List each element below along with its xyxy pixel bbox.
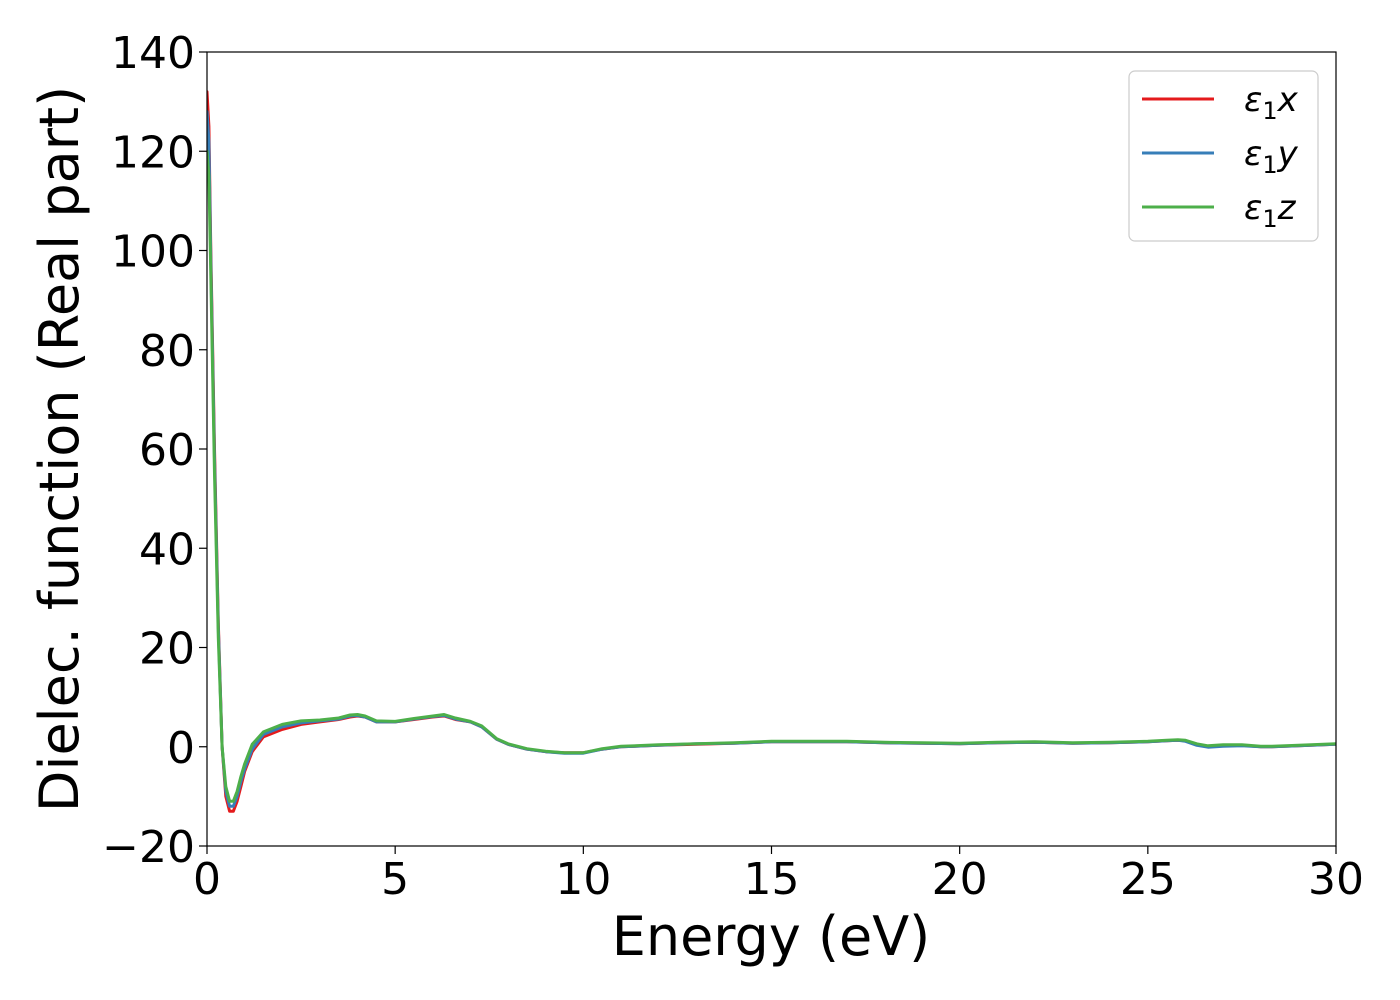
x-tick-label: 0: [193, 854, 221, 905]
x-tick-label: 25: [1120, 854, 1176, 905]
x-tick-label: 10: [555, 854, 611, 905]
legend-label-x: ε1x: [1244, 80, 1299, 125]
y-tick-label: 100: [111, 227, 195, 278]
y-tick-label: 60: [139, 425, 195, 476]
y-tick-label: 140: [111, 28, 195, 79]
x-tick-label: 15: [744, 854, 800, 905]
legend-box: [1128, 70, 1319, 242]
x-tick-label: 5: [381, 854, 409, 905]
legend: ε1x ε1y ε1z: [1128, 70, 1319, 242]
legend-label-z: ε1z: [1244, 188, 1297, 233]
y-axis-ticks: −20 0 20 40 60 80 100 120 140: [102, 28, 207, 873]
legend-label-y: ε1y: [1244, 134, 1299, 179]
series-line-z: [207, 149, 1336, 803]
y-tick-label: 120: [111, 127, 195, 178]
x-axis-ticks: 0 5 10 15 20 25 30: [193, 846, 1364, 905]
y-tick-label: −20: [102, 822, 195, 873]
y-tick-label: 40: [139, 524, 195, 575]
series-layer: [207, 90, 1336, 813]
x-axis-label: Energy (eV): [612, 905, 931, 968]
x-tick-label: 30: [1308, 854, 1364, 905]
y-tick-label: 0: [167, 723, 195, 774]
y-axis-label: Dielec. function (Real part): [28, 86, 91, 812]
y-tick-label: 20: [139, 624, 195, 675]
y-tick-label: 80: [139, 326, 195, 377]
x-tick-label: 20: [932, 854, 988, 905]
